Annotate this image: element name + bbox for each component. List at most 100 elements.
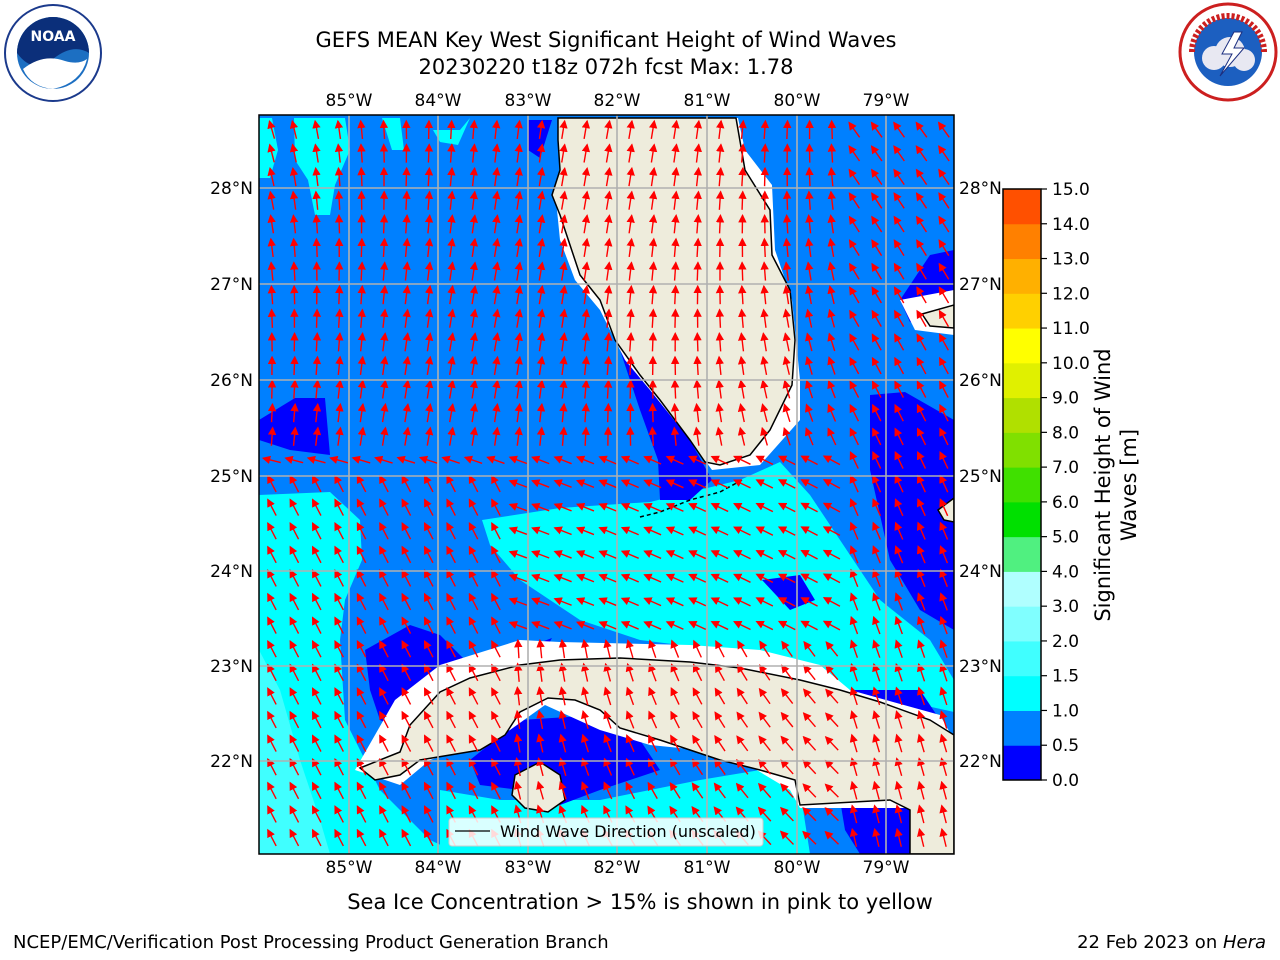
wind-wave-arrow	[827, 356, 836, 375]
wind-wave-arrow	[604, 261, 613, 281]
wind-wave-arrow	[872, 686, 881, 706]
wind-wave-arrow	[939, 521, 949, 540]
wind-wave-arrow	[492, 332, 501, 352]
wind-wave-arrow	[514, 379, 523, 399]
colorbar-title: Significant Height of Wind Waves [m]	[1091, 348, 1141, 622]
wind-wave-arrow	[710, 455, 729, 465]
wind-wave-arrow	[469, 119, 478, 140]
wind-wave-arrow	[357, 237, 366, 258]
wind-wave-arrow	[469, 426, 479, 446]
wind-wave-arrow	[939, 592, 948, 611]
wind-wave-arrow	[290, 261, 299, 281]
wind-wave-arrow	[939, 474, 949, 493]
wind-wave-arrow	[825, 641, 839, 657]
wind-wave-arrow	[688, 550, 707, 560]
wind-wave-arrow	[553, 526, 572, 536]
wind-wave-arrow	[643, 597, 662, 607]
wind-wave-arrow	[402, 190, 411, 210]
wind-wave-arrow	[939, 780, 948, 800]
wind-wave-arrow	[938, 262, 950, 280]
wind-wave-arrow	[492, 119, 501, 140]
wind-wave-arrow	[604, 308, 613, 328]
wind-wave-arrow	[736, 711, 749, 728]
wind-wave-arrow	[424, 616, 434, 634]
wind-wave-arrow	[267, 190, 276, 210]
wind-wave-arrow	[805, 356, 814, 375]
wind-wave-arrow	[872, 662, 881, 682]
wind-wave-arrow	[692, 710, 703, 729]
wind-wave-arrow	[915, 145, 928, 162]
wind-wave-arrow	[508, 479, 528, 488]
wind-wave-arrow	[334, 569, 344, 587]
wind-wave-arrow	[536, 166, 546, 187]
wind-wave-arrow	[916, 380, 927, 398]
wind-wave-arrow	[893, 121, 906, 138]
wind-wave-arrow	[688, 526, 707, 536]
wind-wave-arrow	[446, 498, 456, 516]
wind-wave-arrow	[757, 806, 772, 822]
wind-wave-arrow	[760, 143, 770, 163]
colorbar-tick-label: 5.0	[1052, 528, 1079, 548]
wind-wave-arrow	[760, 355, 769, 375]
wind-wave-arrow	[805, 166, 814, 187]
wind-wave-arrow	[822, 526, 841, 537]
wind-wave-arrow	[447, 308, 456, 328]
wind-wave-arrow	[758, 782, 772, 799]
wind-wave-arrow	[777, 502, 796, 513]
wind-wave-arrow	[514, 332, 523, 352]
lat-labels-left: 28°N 27°N 26°N 25°N 24°N 23°N 22°N	[210, 179, 253, 772]
wind-wave-arrow	[424, 474, 434, 493]
wind-wave-arrow	[939, 380, 949, 398]
wind-wave-arrow	[468, 781, 479, 800]
wind-wave-arrow	[671, 214, 680, 234]
wind-wave-arrow	[733, 620, 751, 631]
wind-wave-arrow	[329, 455, 349, 464]
wind-wave-arrow	[671, 143, 680, 163]
wind-wave-arrow	[536, 709, 545, 729]
wind-wave-arrow	[783, 119, 792, 140]
wind-wave-arrow	[536, 638, 545, 659]
wind-wave-arrow	[782, 403, 791, 423]
wind-wave-arrow	[604, 166, 613, 187]
wind-wave-arrow	[357, 284, 366, 305]
wind-wave-arrow	[312, 143, 321, 163]
wind-wave-arrow	[827, 119, 837, 140]
wind-wave-arrow	[379, 261, 389, 281]
wind-wave-arrow	[872, 427, 882, 446]
wind-wave-arrow	[894, 474, 904, 493]
lat-label-right: 28°N	[959, 179, 1002, 199]
wind-wave-arrow	[604, 214, 613, 234]
wind-wave-arrow	[665, 597, 684, 607]
wind-wave-arrow	[710, 550, 729, 560]
wind-wave-arrow	[402, 214, 411, 234]
wind-wave-arrow	[581, 710, 590, 729]
wind-wave-arrow	[849, 639, 859, 658]
wind-wave-arrow	[581, 143, 591, 163]
wind-wave-arrow	[446, 592, 456, 611]
wind-wave-arrow	[492, 214, 501, 234]
wind-wave-arrow	[508, 502, 528, 512]
wind-wave-arrow	[553, 455, 572, 465]
wind-wave-arrow	[559, 214, 568, 234]
wind-wave-arrow	[738, 261, 747, 281]
wind-wave-arrow	[643, 573, 662, 583]
wind-wave-arrow	[537, 237, 546, 257]
wind-wave-arrow	[693, 119, 703, 140]
wind-wave-arrow	[514, 143, 523, 163]
wind-wave-arrow	[312, 402, 322, 423]
wind-wave-arrow	[334, 545, 344, 564]
wind-wave-arrow	[894, 827, 903, 847]
wind-wave-arrow	[598, 479, 617, 489]
wind-wave-arrow	[671, 237, 680, 258]
wind-wave-arrow	[620, 573, 639, 583]
wind-wave-arrow	[939, 639, 948, 658]
wind-wave-arrow	[468, 663, 479, 682]
wind-wave-arrow	[849, 710, 858, 729]
wind-wave-arrow	[446, 710, 456, 729]
wind-wave-arrow	[508, 573, 528, 583]
wind-wave-arrow	[531, 550, 550, 559]
wind-wave-arrow	[513, 709, 523, 730]
wind-wave-arrow	[894, 427, 904, 446]
wind-wave-arrow	[872, 780, 881, 800]
colorbar-segment	[1003, 223, 1041, 260]
